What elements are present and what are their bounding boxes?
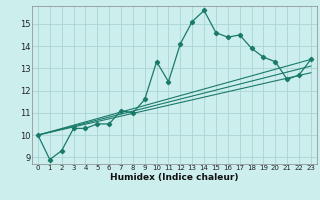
X-axis label: Humidex (Indice chaleur): Humidex (Indice chaleur) bbox=[110, 173, 239, 182]
